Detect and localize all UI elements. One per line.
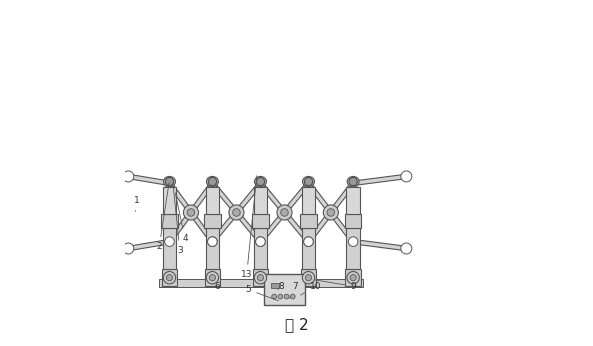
Text: 7: 7 [289,282,298,298]
Circle shape [278,294,283,299]
Circle shape [327,209,334,216]
Circle shape [256,179,265,188]
Circle shape [208,179,217,188]
Bar [346,187,360,214]
Bar [211,182,262,243]
Bar [302,228,315,269]
Circle shape [256,237,265,246]
Circle shape [280,209,288,216]
Bar [162,228,176,269]
Text: 6: 6 [209,282,221,291]
Bar [302,187,315,214]
Circle shape [165,179,174,188]
Circle shape [256,177,264,186]
Text: 2: 2 [157,183,169,251]
Text: 5: 5 [246,285,279,301]
Circle shape [123,171,134,182]
Circle shape [350,275,356,281]
Circle shape [284,294,289,299]
Text: 1: 1 [134,196,140,211]
Bar [162,269,177,286]
Bar [168,182,214,243]
Circle shape [208,179,217,188]
Circle shape [256,179,265,188]
Text: 9: 9 [315,280,356,291]
Bar [307,182,355,243]
Bar [259,182,310,243]
Circle shape [165,177,174,186]
Bar [345,269,361,286]
Text: 13: 13 [241,176,257,279]
Bar [254,187,267,214]
Ellipse shape [347,176,359,187]
Circle shape [209,275,215,281]
Bar [346,228,360,269]
Bar [159,279,364,287]
Circle shape [257,275,263,281]
Circle shape [304,179,313,188]
Bar [264,274,305,305]
Bar [271,283,279,288]
Bar [205,269,220,286]
Bar [211,182,262,243]
Circle shape [229,205,244,220]
Ellipse shape [302,176,314,187]
Circle shape [304,177,313,186]
Ellipse shape [206,176,218,187]
Bar [353,239,407,251]
Circle shape [208,237,217,246]
Circle shape [256,237,265,246]
Bar [162,187,176,214]
Bar [259,182,310,243]
Text: 图 2: 图 2 [285,318,308,333]
Circle shape [349,177,357,186]
Ellipse shape [164,176,176,187]
Text: 8: 8 [278,282,284,291]
Bar [254,228,267,269]
Circle shape [291,294,295,299]
Circle shape [167,275,173,281]
Bar [204,214,221,228]
Text: 10: 10 [301,282,321,295]
Circle shape [123,243,134,254]
Text: 4: 4 [176,193,188,243]
Circle shape [302,272,315,284]
Circle shape [348,237,358,246]
Circle shape [277,205,292,220]
Bar [168,182,214,243]
Circle shape [272,294,276,299]
Text: 3: 3 [173,186,183,255]
Circle shape [163,272,176,284]
Circle shape [208,237,217,246]
Bar [252,214,269,228]
Bar [128,239,170,251]
Ellipse shape [254,176,266,187]
Circle shape [165,237,174,246]
Circle shape [183,205,199,220]
Bar [161,214,178,228]
Circle shape [304,237,313,246]
Bar [128,174,170,185]
Bar [345,214,361,228]
Circle shape [232,209,240,216]
Bar [301,269,316,286]
Bar [206,187,219,214]
Circle shape [323,205,339,220]
Circle shape [401,243,412,254]
Circle shape [304,237,313,246]
Circle shape [187,209,195,216]
Circle shape [206,272,219,284]
Circle shape [304,179,313,188]
Circle shape [305,275,311,281]
Circle shape [208,177,216,186]
Bar [206,228,219,269]
Bar [353,174,407,185]
Bar [307,182,355,243]
Circle shape [347,272,359,284]
Circle shape [254,272,267,284]
Circle shape [401,171,412,182]
Bar [253,269,268,286]
Bar [300,214,317,228]
Circle shape [348,179,358,188]
